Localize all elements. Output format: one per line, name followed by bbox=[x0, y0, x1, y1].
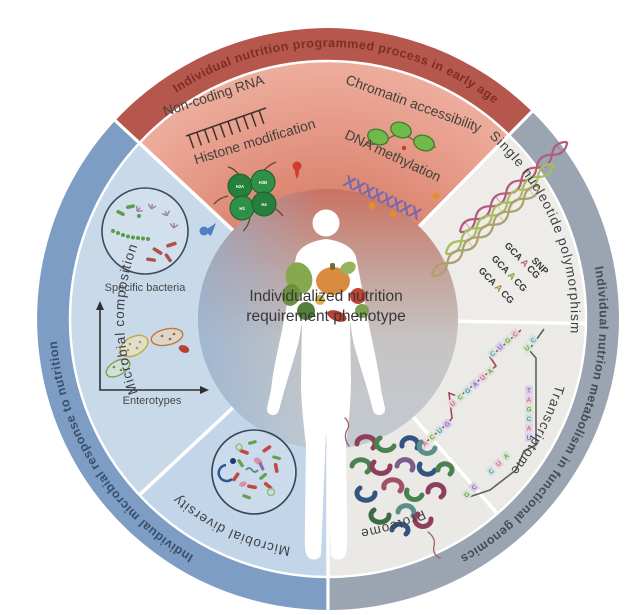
svg-text:U: U bbox=[436, 427, 444, 436]
svg-text:U: U bbox=[479, 374, 487, 383]
specific-bacteria-circle-icon bbox=[101, 187, 189, 275]
label-enterotypes: Enterotypes bbox=[123, 395, 182, 407]
band-left bbox=[37, 120, 329, 610]
teal-squiggle-icon bbox=[245, 467, 259, 473]
dna-helix-icon bbox=[430, 140, 569, 278]
diversity-green-bacteria-icon bbox=[237, 440, 281, 500]
svg-text:C: C bbox=[429, 433, 437, 442]
svg-text:C: C bbox=[527, 416, 532, 423]
svg-text:U: U bbox=[527, 435, 532, 442]
noncoding-rna-icon bbox=[185, 107, 267, 149]
svg-text:C: C bbox=[530, 336, 538, 345]
band-right bbox=[328, 111, 619, 610]
antibody-icon bbox=[135, 203, 179, 229]
svg-text:C: C bbox=[488, 467, 496, 476]
svg-text:A: A bbox=[472, 380, 480, 389]
svg-text:U: U bbox=[449, 400, 457, 409]
green-ring-icon bbox=[235, 443, 243, 451]
label-specific-bacteria: Specific bacteria bbox=[105, 282, 187, 294]
svg-text:C: C bbox=[457, 393, 465, 402]
band-top bbox=[115, 28, 533, 143]
svg-text:U: U bbox=[497, 343, 505, 352]
svg-text:A: A bbox=[527, 426, 532, 433]
histone-h2b-label: H2B bbox=[259, 180, 267, 185]
enterotypes-plot-icon: Enterotypes bbox=[96, 301, 209, 407]
blue-crescent-icon bbox=[217, 463, 233, 483]
histone-h2a-label: H2A bbox=[236, 184, 244, 189]
svg-text:T: T bbox=[527, 388, 531, 395]
svg-text:G: G bbox=[504, 337, 512, 346]
human-silhouette-icon bbox=[266, 209, 386, 560]
diversity-red-bacteria-icon bbox=[232, 445, 279, 490]
vegetables-icon bbox=[281, 261, 369, 322]
rna-strand-line-2 bbox=[465, 328, 545, 499]
histone-h3-label: H3 bbox=[239, 206, 245, 211]
svg-text:C: C bbox=[489, 350, 497, 359]
svg-text:A: A bbox=[503, 452, 511, 461]
svg-text:A: A bbox=[527, 397, 532, 404]
chromatin-accessibility-icon bbox=[365, 121, 437, 152]
svg-text:G: G bbox=[464, 387, 472, 396]
svg-text:U: U bbox=[495, 460, 503, 469]
pink-bacteria-icon bbox=[239, 481, 247, 487]
svg-text:G: G bbox=[463, 491, 471, 500]
svg-text:G: G bbox=[526, 407, 531, 414]
svg-text:G: G bbox=[443, 420, 451, 429]
methyl-mark-red-icon bbox=[292, 161, 302, 179]
red-bacteria-icon bbox=[146, 241, 177, 263]
svg-text:C: C bbox=[471, 483, 479, 492]
microbial-diversity-content bbox=[211, 429, 297, 515]
microbial-composition-content: Specific bacteria Enterotypes bbox=[96, 187, 209, 407]
svg-text:C: C bbox=[512, 330, 520, 339]
center-text-line2: requirement phenotype bbox=[246, 308, 405, 325]
center-text-line1: Individualized nutrition bbox=[249, 288, 402, 305]
proteome-ribbon-icon bbox=[344, 417, 455, 559]
outer-ring bbox=[37, 28, 619, 610]
purple-bacteria-icon bbox=[258, 462, 265, 471]
navy-dot-icon bbox=[230, 458, 236, 464]
svg-text:A: A bbox=[421, 440, 429, 449]
green-bacteria-icon bbox=[111, 204, 150, 241]
rna-tiles-strand2: C U T A G C A U A U C C G bbox=[461, 334, 539, 500]
histone-h4-label: H4 bbox=[261, 202, 267, 207]
svg-text:A: A bbox=[487, 367, 495, 376]
green-ring-icon bbox=[266, 487, 276, 497]
svg-text:U: U bbox=[524, 344, 532, 353]
methyl-mark-blue-icon bbox=[199, 223, 216, 236]
histone-modification-icon: H2A H2B H3 H4 bbox=[199, 161, 302, 236]
